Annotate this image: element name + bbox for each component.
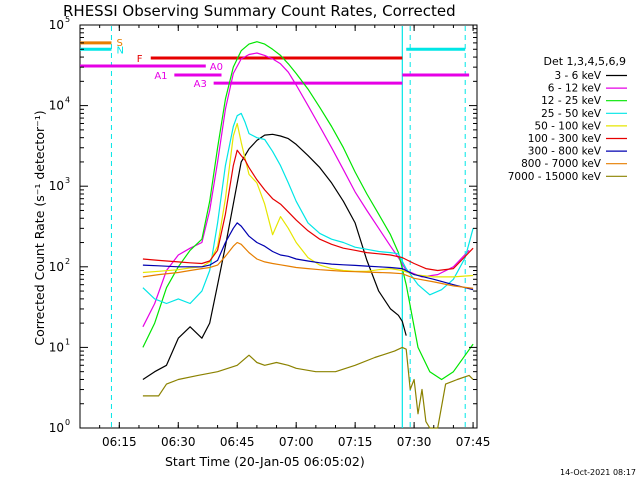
x-tick-label: 07:15 [338, 435, 373, 449]
attenuator-label: A3 [194, 79, 207, 90]
legend-label: 7000 - 15000 keV [508, 171, 602, 183]
x-tick-label: 06:30 [161, 435, 196, 449]
series-line [142, 149, 474, 272]
x-tick-label: 06:15 [102, 435, 137, 449]
series-line [142, 52, 470, 328]
legend-label: 300 - 800 keV [528, 146, 602, 158]
night-flag-label: N [116, 45, 123, 56]
saa-flag-label: S [116, 38, 122, 49]
legend-label: 12 - 25 keV [541, 95, 602, 107]
legend-label: 800 - 7000 keV [521, 158, 602, 170]
x-tick-label: 07:30 [397, 435, 432, 449]
series-line [142, 41, 474, 381]
legend-label: 50 - 100 keV [534, 120, 601, 132]
y-tick-label: 10 [49, 179, 64, 193]
y-tick-exponent: 1 [65, 337, 70, 346]
attenuator-label: A0 [210, 62, 223, 73]
plot-frame [79, 24, 478, 429]
x-tick-label: 06:45 [220, 435, 255, 449]
series-line [142, 222, 474, 291]
legend-title: Det 1,3,4,5,6,9 [543, 55, 626, 68]
y-axis-label: Corrected Count Rate (s⁻¹ detector⁻¹) [32, 110, 47, 345]
attenuator-label: A1 [154, 71, 167, 82]
x-tick-label: 07:45 [456, 435, 491, 449]
y-tick-exponent: 2 [65, 257, 70, 266]
flare-flag-label: F [137, 54, 143, 65]
legend-label: 100 - 300 keV [528, 133, 602, 145]
y-tick-exponent: 0 [65, 418, 70, 427]
y-tick-label: 10 [49, 340, 64, 354]
series-line [142, 112, 474, 305]
legend-label: 6 - 12 keV [548, 83, 602, 95]
x-tick-label: 07:00 [279, 435, 314, 449]
y-tick-label: 10 [49, 421, 64, 435]
x-axis-label: Start Time (20-Jan-05 06:05:02) [165, 454, 365, 469]
y-tick-label: 10 [49, 99, 64, 113]
series-line [142, 133, 407, 381]
legend-label: 25 - 50 keV [541, 108, 602, 120]
y-tick-exponent: 4 [65, 96, 70, 105]
y-tick-label: 10 [49, 18, 64, 32]
chart-title: RHESSI Observing Summary Count Rates, Co… [63, 2, 456, 20]
y-tick-exponent: 5 [65, 15, 70, 24]
y-tick-exponent: 3 [65, 176, 70, 185]
y-tick-label: 10 [49, 260, 64, 274]
footer-timestamp: 14-Oct-2021 08:17 [560, 468, 636, 477]
series-line [142, 122, 474, 278]
series-line [142, 346, 474, 429]
legend-label: 3 - 6 keV [554, 70, 601, 82]
series-line [142, 241, 474, 289]
